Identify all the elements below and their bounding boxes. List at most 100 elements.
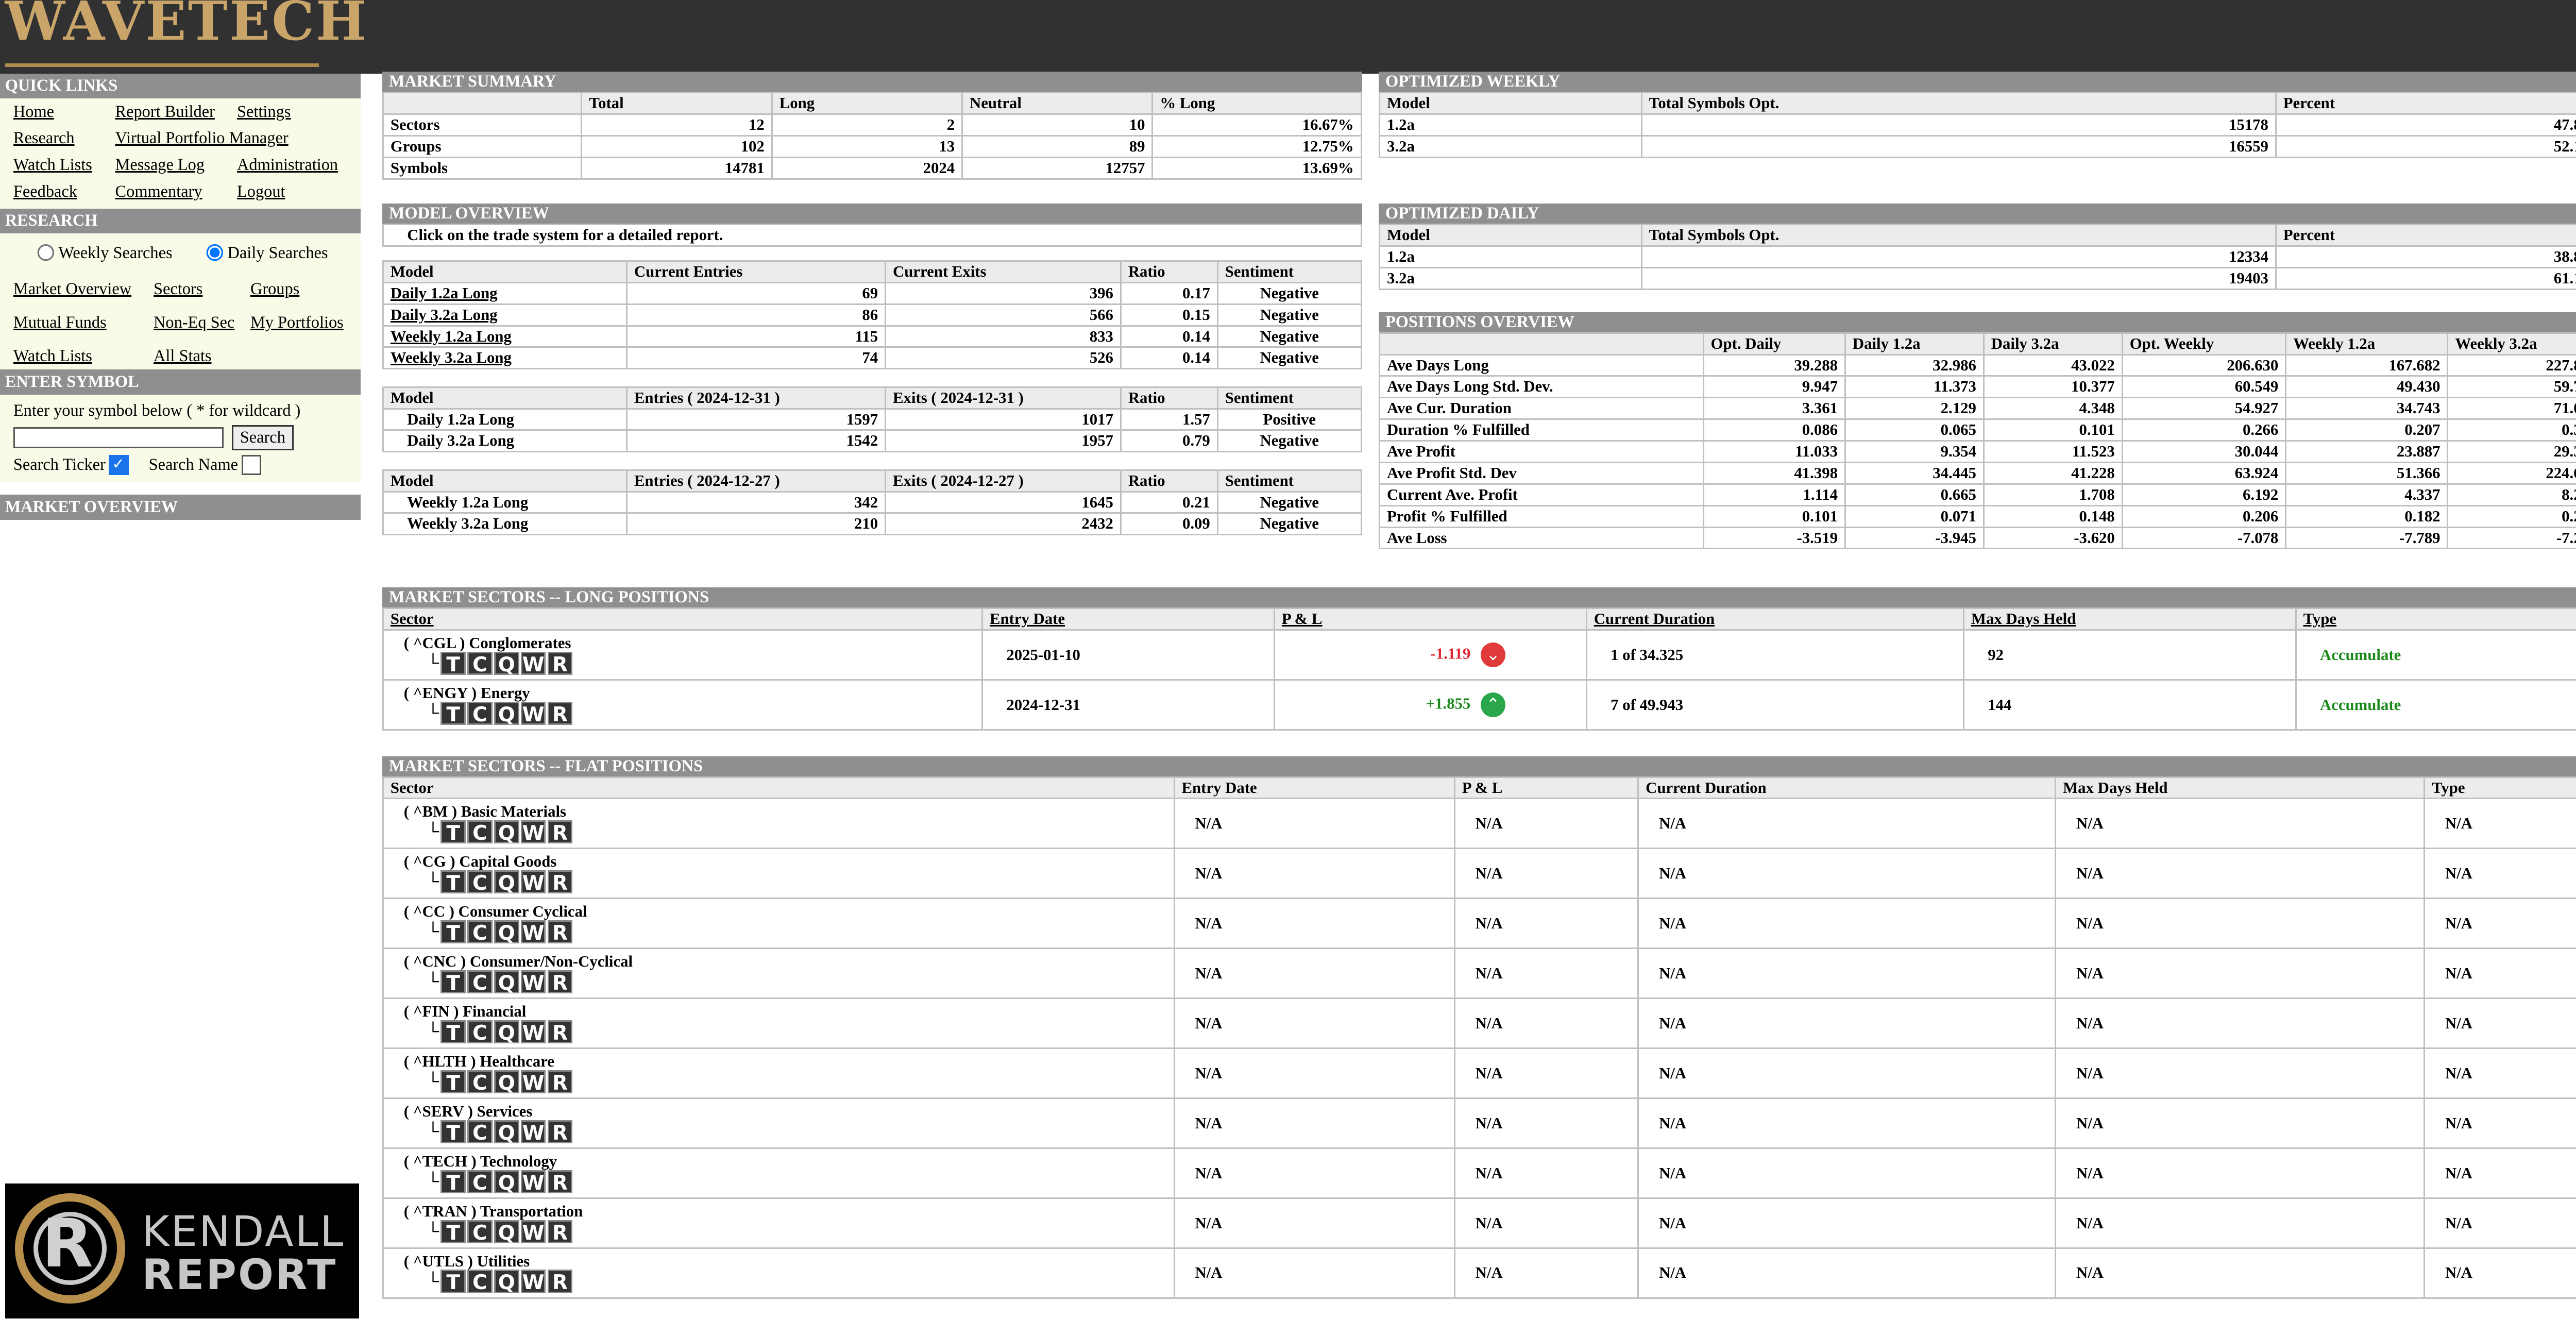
weekly-searches-radio[interactable] <box>37 244 55 263</box>
link-watch-lists[interactable]: Watch Lists <box>13 156 92 175</box>
search-ticker-option[interactable]: Search Ticker <box>13 455 129 475</box>
link-home[interactable]: Home <box>13 102 55 121</box>
chart-c-button[interactable]: C <box>467 701 493 726</box>
chart-r-button[interactable]: R <box>547 1170 573 1195</box>
daily-searches-radio[interactable] <box>206 244 224 263</box>
chart-r-button[interactable]: R <box>547 1070 573 1095</box>
link-my-portfolios[interactable]: My Portfolios <box>250 313 344 332</box>
chart-t-button[interactable]: T <box>440 1220 466 1245</box>
chart-r-button[interactable]: R <box>547 820 573 845</box>
chart-t-button[interactable]: T <box>440 1270 466 1294</box>
chart-t-button[interactable]: T <box>440 651 466 677</box>
chart-q-button[interactable]: Q <box>494 820 519 845</box>
model-link[interactable]: Weekly 3.2a Long <box>390 349 512 367</box>
chart-c-button[interactable]: C <box>467 1070 493 1095</box>
chart-c-button[interactable]: C <box>467 870 493 895</box>
link-settings[interactable]: Settings <box>237 102 291 121</box>
search-name-option[interactable]: Search Name <box>149 455 261 475</box>
chart-w-button[interactable]: W <box>520 1270 546 1294</box>
chart-q-button[interactable]: Q <box>494 1270 519 1294</box>
link-commentary[interactable]: Commentary <box>115 182 202 201</box>
chart-r-button[interactable]: R <box>547 920 573 945</box>
chart-t-button[interactable]: T <box>440 920 466 945</box>
chart-r-button[interactable]: R <box>547 1120 573 1145</box>
col-max-days-held[interactable]: Max Days Held <box>1962 607 2297 631</box>
chart-t-button[interactable]: T <box>440 701 466 726</box>
chart-q-button[interactable]: Q <box>494 651 519 677</box>
link-virtual-portfolio-manager[interactable]: Virtual Portfolio Manager <box>115 129 289 148</box>
chart-t-button[interactable]: T <box>440 820 466 845</box>
chart-r-button[interactable]: R <box>547 870 573 895</box>
chart-c-button[interactable]: C <box>467 1220 493 1245</box>
chart-c-button[interactable]: C <box>467 1170 493 1195</box>
link-research-watch-lists[interactable]: Watch Lists <box>13 346 92 365</box>
chart-r-button[interactable]: R <box>547 1020 573 1045</box>
chart-c-button[interactable]: C <box>467 970 493 995</box>
model-link[interactable]: Weekly 1.2a Long <box>390 327 512 345</box>
chart-q-button[interactable]: Q <box>494 1220 519 1245</box>
link-non-eq-sec[interactable]: Non-Eq Sec <box>154 313 235 332</box>
chart-w-button[interactable]: W <box>520 920 546 945</box>
col-pl[interactable]: P & L <box>1273 607 1587 631</box>
search-ticker-checkbox[interactable] <box>109 455 129 475</box>
chart-t-button[interactable]: T <box>440 1170 466 1195</box>
chart-w-button[interactable]: W <box>520 870 546 895</box>
col-sector[interactable]: Sector <box>382 607 983 631</box>
chart-t-button[interactable]: T <box>440 1020 466 1045</box>
model-link[interactable]: Daily 3.2a Long <box>390 306 498 324</box>
chart-w-button[interactable]: W <box>520 1120 546 1145</box>
chart-r-button[interactable]: R <box>547 701 573 726</box>
chart-r-button[interactable]: R <box>547 1270 573 1294</box>
link-administration[interactable]: Administration <box>237 156 338 175</box>
chart-t-button[interactable]: T <box>440 1070 466 1095</box>
link-sectors[interactable]: Sectors <box>154 280 203 299</box>
chart-c-button[interactable]: C <box>467 1020 493 1045</box>
chart-w-button[interactable]: W <box>520 701 546 726</box>
link-research[interactable]: Research <box>13 129 75 148</box>
chart-q-button[interactable]: Q <box>494 970 519 995</box>
chart-q-button[interactable]: Q <box>494 920 519 945</box>
chart-q-button[interactable]: Q <box>494 1070 519 1095</box>
chart-q-button[interactable]: Q <box>494 870 519 895</box>
col-current-duration[interactable]: Current Duration <box>1585 607 1964 631</box>
daily-searches-option[interactable]: Daily Searches <box>206 244 328 263</box>
symbol-search-input[interactable] <box>13 427 224 449</box>
chart-r-button[interactable]: R <box>547 1220 573 1245</box>
link-report-builder[interactable]: Report Builder <box>115 102 215 121</box>
chart-q-button[interactable]: Q <box>494 1020 519 1045</box>
chart-q-button[interactable]: Q <box>494 701 519 726</box>
weekly-searches-option[interactable]: Weekly Searches <box>37 244 173 263</box>
search-button[interactable]: Search <box>231 425 294 450</box>
link-feedback[interactable]: Feedback <box>13 182 77 201</box>
model-link[interactable]: Daily 1.2a Long <box>390 284 498 302</box>
link-logout[interactable]: Logout <box>237 182 285 201</box>
chart-c-button[interactable]: C <box>467 1120 493 1145</box>
chart-w-button[interactable]: W <box>520 1170 546 1195</box>
link-message-log[interactable]: Message Log <box>115 156 205 175</box>
chart-c-button[interactable]: C <box>467 820 493 845</box>
chart-c-button[interactable]: C <box>467 1270 493 1294</box>
chart-r-button[interactable]: R <box>547 651 573 677</box>
chart-w-button[interactable]: W <box>520 1070 546 1095</box>
search-name-checkbox[interactable] <box>241 455 261 475</box>
wavetech-logo[interactable]: WAVETECH <box>5 0 368 53</box>
link-mutual-funds[interactable]: Mutual Funds <box>13 313 107 332</box>
chart-w-button[interactable]: W <box>520 651 546 677</box>
chart-w-button[interactable]: W <box>520 970 546 995</box>
chart-w-button[interactable]: W <box>520 1220 546 1245</box>
col-entry-date[interactable]: Entry Date <box>981 607 1275 631</box>
chart-q-button[interactable]: Q <box>494 1170 519 1195</box>
col-type[interactable]: Type <box>2295 607 2576 631</box>
chart-w-button[interactable]: W <box>520 1020 546 1045</box>
chart-t-button[interactable]: T <box>440 970 466 995</box>
chart-c-button[interactable]: C <box>467 651 493 677</box>
link-groups[interactable]: Groups <box>250 280 300 299</box>
chart-q-button[interactable]: Q <box>494 1120 519 1145</box>
link-market-overview[interactable]: Market Overview <box>13 280 132 299</box>
link-all-stats[interactable]: All Stats <box>154 346 212 365</box>
chart-r-button[interactable]: R <box>547 970 573 995</box>
chart-t-button[interactable]: T <box>440 870 466 895</box>
chart-w-button[interactable]: W <box>520 820 546 845</box>
chart-c-button[interactable]: C <box>467 920 493 945</box>
chart-t-button[interactable]: T <box>440 1120 466 1145</box>
